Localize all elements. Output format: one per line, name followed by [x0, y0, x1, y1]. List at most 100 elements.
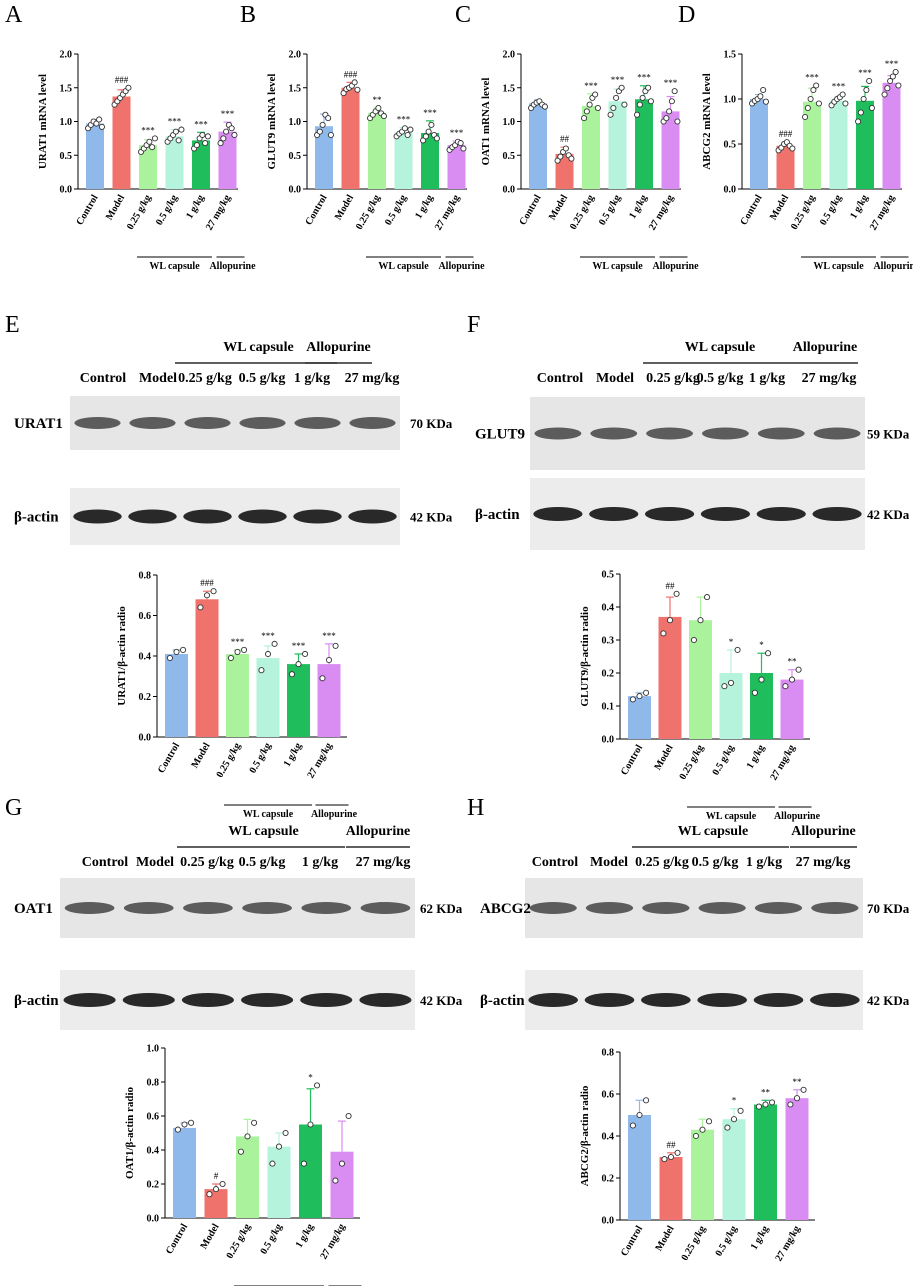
data-point — [887, 77, 894, 85]
significance-label: * — [308, 1072, 313, 1082]
target-band — [183, 902, 233, 914]
allo-header-label: Allopurine — [346, 824, 411, 839]
data-point — [730, 1116, 738, 1123]
category-label: 0.25 g/kg — [125, 193, 154, 232]
y-axis-label: GLUT9 mRNA level — [266, 74, 278, 170]
category-label: Model — [198, 1222, 221, 1251]
actin-band — [128, 509, 177, 524]
y-tick-label: 0.5 — [602, 570, 615, 581]
significance-label: *** — [261, 631, 275, 641]
allo-header-label: Allopurine — [306, 340, 371, 355]
bar — [754, 1104, 777, 1220]
actin-band — [359, 993, 412, 1007]
data-point — [332, 642, 339, 649]
target-band — [301, 902, 352, 914]
bar — [368, 112, 386, 189]
category-label: 27 mg/kg — [204, 193, 233, 232]
data-point — [618, 84, 625, 91]
data-point — [769, 1099, 776, 1106]
target-blot — [70, 396, 400, 450]
target-band — [239, 417, 286, 429]
data-point — [697, 617, 704, 624]
y-tick-label: 0.2 — [602, 669, 615, 680]
data-point — [345, 1112, 352, 1120]
significance-label: *** — [450, 128, 464, 138]
category-label: 0.5 g/kg — [247, 741, 273, 775]
allo-bracket-label: Allopurine — [774, 811, 821, 822]
category-label: 27 mg/kg — [305, 741, 334, 780]
wl-bracket-label: WL capsule — [592, 261, 643, 272]
category-label: Control — [619, 1224, 645, 1258]
data-point — [98, 123, 105, 130]
chart-g: 0.0 0.2 0.4 0.6 0.8 1.0 OAT1/β-actin radio Cont… — [124, 1044, 362, 1286]
category-label: 1 g/kg — [294, 1222, 316, 1250]
data-point — [149, 144, 156, 151]
bar — [719, 673, 743, 739]
panel-label-a: A — [5, 2, 23, 28]
data-point — [889, 73, 896, 80]
blot-f: Control Model 0.25 g/kg0.5 g/kg 1 g/kg 27 mg… — [475, 340, 910, 550]
data-point — [621, 101, 628, 108]
data-point — [788, 676, 796, 683]
data-point — [692, 1132, 699, 1140]
data-point — [258, 667, 265, 674]
bar — [86, 123, 104, 189]
actin-band — [533, 507, 583, 521]
category-label: 0.5 g/kg — [710, 743, 736, 777]
target-band — [754, 902, 803, 914]
target-band — [294, 417, 341, 429]
blot-h: Control Model 0.25 g/kg 0.5 g/kg 1 g/kg 27 mg… — [480, 824, 910, 1030]
target-kda-label: 70 KDa — [867, 901, 910, 916]
data-point — [181, 1121, 188, 1128]
data-point — [568, 155, 575, 162]
actin-band — [584, 993, 635, 1007]
data-point — [300, 1160, 307, 1167]
target-band — [701, 427, 749, 440]
data-point — [895, 82, 902, 89]
y-tick-label: 0.5 — [503, 151, 516, 162]
target-band — [74, 417, 121, 429]
y-tick-label: 2.0 — [60, 50, 73, 61]
target-band — [242, 902, 292, 914]
data-point — [789, 145, 796, 152]
data-point — [325, 115, 332, 122]
y-tick-label: 1.0 — [60, 117, 73, 128]
category-label: Model — [768, 193, 791, 222]
actin-band — [181, 993, 234, 1007]
wl-header-label: WL capsule — [685, 340, 755, 355]
data-point — [295, 661, 302, 668]
data-point — [93, 120, 100, 127]
significance-label: *** — [584, 81, 598, 91]
target-band — [123, 902, 174, 914]
target-band — [534, 427, 582, 440]
lane-label: 0.5 g/kg — [697, 371, 744, 386]
blot-e: Control Model 0.25 g/kg 0.5 g/kg 1 g/kg 27 mg… — [14, 340, 453, 545]
category-label: 1 g/kg — [413, 193, 435, 221]
significance-label: ## — [666, 581, 676, 591]
data-point — [288, 671, 295, 678]
significance-label: * — [729, 637, 734, 647]
data-point — [271, 640, 278, 647]
chart-c: 0.0 0.5 1.0 1.5 2.0 OAT1 mRNA level Control ## M… — [480, 50, 699, 273]
actin-band — [63, 993, 116, 1007]
data-point — [420, 137, 427, 144]
y-tick-label: 0.2 — [602, 1174, 615, 1185]
y-tick-label: 0.8 — [147, 1078, 160, 1089]
allo-bracket-label: Allopurine — [652, 261, 699, 272]
target-kda-label: 70 KDa — [410, 416, 453, 431]
actin-band — [697, 993, 747, 1007]
data-point — [282, 1129, 289, 1137]
lane-label: 27 mg/kg — [345, 371, 400, 386]
data-point — [407, 126, 414, 133]
target-band — [529, 902, 577, 914]
data-point — [174, 1126, 181, 1133]
bar — [287, 664, 310, 737]
data-point — [264, 650, 272, 658]
bar — [776, 145, 795, 189]
actin-blot — [70, 488, 400, 545]
bar — [689, 620, 712, 739]
bar — [256, 658, 280, 737]
category-label: 0.25 g/kg — [677, 743, 706, 782]
y-tick-label: 0.1 — [602, 702, 615, 713]
actin-label: β-actin — [475, 507, 520, 523]
